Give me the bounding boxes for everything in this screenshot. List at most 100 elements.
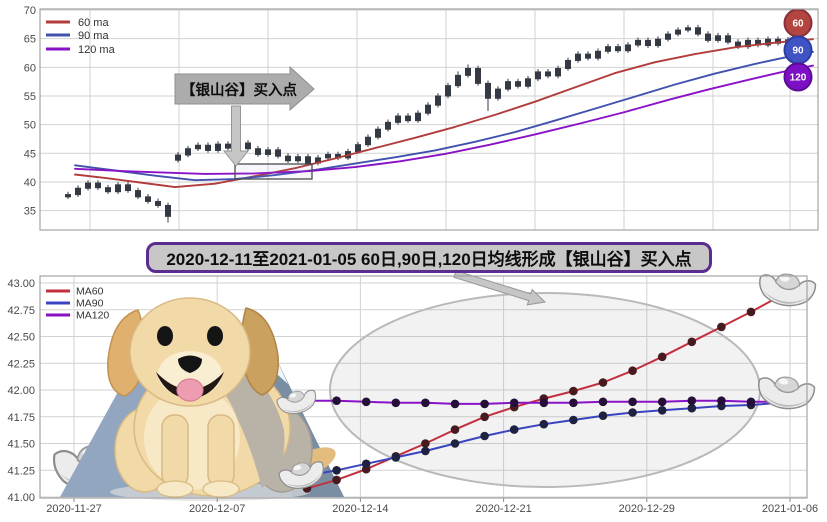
dog-paw-right [202,480,240,498]
svg-text:42.50: 42.50 [7,332,35,344]
svg-text:43.00: 43.00 [7,278,35,290]
svg-text:MA90: MA90 [76,298,104,310]
data-point-MA120 [628,397,637,407]
data-point-MA60 [598,378,608,387]
svg-text:41.75: 41.75 [7,412,35,424]
data-point-MA120 [391,398,401,408]
data-point-MA90 [509,425,519,434]
candlestick-series [65,24,791,223]
dog-leg-right [207,414,235,488]
svg-text:60 ma: 60 ma [78,17,109,29]
ma-line-60ma [74,38,814,189]
svg-text:MA120: MA120 [76,310,109,322]
svg-text:35: 35 [24,206,36,218]
svg-text:90 ma: 90 ma [78,30,109,42]
data-point-MA120 [361,397,371,407]
data-point-MA60 [332,475,341,485]
data-point-MA90 [687,403,697,413]
dog-paw-left [156,480,194,498]
data-point-MA60 [717,322,726,332]
data-point-MA120 [598,397,608,407]
dog-muzzle [158,351,222,397]
dog-leg-left [161,414,189,488]
svg-text:2020-12-14: 2020-12-14 [332,503,388,515]
svg-text:60: 60 [792,19,804,30]
data-point-MA120 [687,396,697,406]
svg-text:40: 40 [24,177,36,189]
dog-eye-left [157,326,173,346]
svg-text:55: 55 [24,91,36,103]
data-point-MA120 [332,396,341,406]
data-point-MA60 [657,352,667,362]
diagonal-arrow-icon [453,270,547,306]
svg-text:50: 50 [24,120,36,132]
badge-120 [783,62,813,92]
data-point-MA60 [746,307,756,317]
ma-period-badges: 60 90 120 [783,8,813,92]
ma-line-90ma [74,50,814,182]
svg-text:2020-12-07: 2020-12-07 [189,503,245,515]
svg-text:41.50: 41.50 [7,439,35,451]
dog-illustration [107,297,336,501]
down-arrow-icon [222,105,250,167]
data-point-MA90 [332,466,341,475]
data-point-MA120 [480,399,489,409]
svg-text:MA60: MA60 [76,286,104,298]
dog-tongue [176,378,204,402]
svg-text:120: 120 [790,73,807,84]
data-point-MA90 [598,411,608,421]
data-point-MA60 [421,439,430,448]
data-point-MA120 [746,397,756,407]
svg-text:42.25: 42.25 [7,358,35,370]
svg-text:65: 65 [24,34,36,46]
bottom-ma-line-chart: 43.00 42.75 42.50 42.25 42.00 41.75 41.50 41.25… [7,270,818,515]
data-point-MA90 [361,459,371,469]
svg-text:42.00: 42.00 [7,385,35,397]
period-title-text: 2020-12-11至2021-01-05 60日,90日,120日均线形成【银… [166,250,692,269]
data-point-MA90 [480,431,489,441]
svg-text:120 ma: 120 ma [78,44,116,56]
silver-valley-highlight-box [234,163,313,180]
svg-text:2020-12-29: 2020-12-29 [619,503,675,515]
svg-text:41.25: 41.25 [7,465,35,477]
moving-average-lines [74,38,814,189]
dog-nose [178,355,202,373]
top-plot-border [39,8,819,231]
ma-line-120ma [74,64,814,175]
svg-text:2020-11-27: 2020-11-27 [46,503,101,515]
data-point-MA120 [509,398,519,408]
callout-arrow-banner [174,65,315,112]
bottom-plot-border [39,275,808,499]
bottom-axis-labels: 43.00 42.75 42.50 42.25 42.00 41.75 41.50 41.25… [7,278,818,515]
svg-text:41.00: 41.00 [7,492,35,504]
data-point-MA60 [450,425,460,434]
data-point-MA60 [569,386,578,396]
data-point-MA120 [539,398,549,408]
data-point-MA90 [539,419,549,429]
top-gridlines [40,9,818,230]
svg-text:90: 90 [792,46,804,57]
svg-text:42.75: 42.75 [7,305,35,317]
data-point-MA90 [628,408,637,417]
data-point-MA60 [628,366,637,376]
data-point-MA120 [421,398,430,408]
svg-text:45: 45 [24,148,36,160]
data-point-MA60 [480,412,489,422]
svg-text:2020-12-21: 2020-12-21 [475,503,531,515]
data-point-MA90 [391,453,401,462]
data-point-MA90 [450,439,460,448]
svg-text:60: 60 [24,62,36,74]
data-point-MA60 [687,337,697,347]
callout-text: 【银山谷】买入点 [181,81,297,99]
svg-text:70: 70 [24,5,36,17]
buy-point-callout: 【银山谷】买入点 [174,65,315,112]
top-axis-labels: 70 65 60 55 50 45 40 35 [24,5,36,218]
data-point-MA90 [569,415,578,425]
dog-mouth [156,372,224,399]
dog-eye-right [207,326,223,346]
data-point-MA120 [450,399,460,409]
